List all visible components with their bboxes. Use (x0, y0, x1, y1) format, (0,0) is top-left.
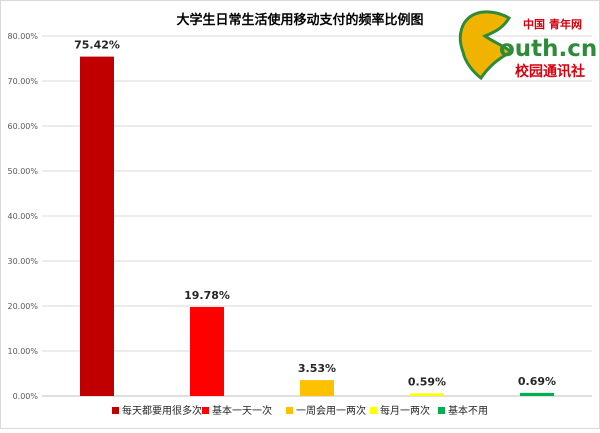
data-label-2: 19.78% (184, 289, 230, 302)
data-label-3: 3.53% (298, 362, 336, 375)
y-tick-label: 50.00% (7, 167, 38, 176)
logo-youth-net-text: 青年网 (549, 17, 582, 31)
legend: 每天都要用很多次 基本一天一次 一周会用一两次 每月一两次 基本不用 (112, 404, 488, 417)
legend-label-1: 每天都要用很多次 (122, 404, 202, 417)
data-label-4: 0.59% (408, 375, 446, 388)
legend-label-2: 基本一天一次 (212, 404, 272, 417)
legend-label-5: 基本不用 (448, 404, 488, 417)
youth-cn-logo: 中国 青年网 outh.cn 校园通讯社 (458, 10, 597, 81)
data-labels: 75.42% 19.78% 3.53% 0.59% 0.69% (74, 39, 556, 389)
y-tick-label: 40.00% (7, 212, 38, 221)
legend-label-3: 一周会用一两次 (296, 404, 366, 417)
data-label-5: 0.69% (518, 375, 556, 388)
legend-swatch-2 (202, 407, 209, 414)
logo-domain-text: outh.cn (499, 36, 597, 62)
bar-3 (300, 380, 334, 396)
logo-china-text: 中国 (523, 17, 545, 31)
bar-5 (520, 392, 554, 396)
y-tick-label: 20.00% (7, 302, 38, 311)
bar-1 (80, 56, 114, 397)
ginkgo-leaf-icon (458, 10, 514, 81)
y-tick-label: 70.00% (7, 77, 38, 86)
y-tick-label: 10.00% (7, 347, 38, 356)
legend-swatch-1 (112, 407, 119, 414)
y-tick-label: 0.00% (13, 392, 39, 401)
bars (80, 56, 554, 397)
legend-label-4: 每月一两次 (380, 404, 430, 417)
y-tick-label: 30.00% (7, 257, 38, 266)
y-axis-ticks: 0.00% 10.00% 20.00% 30.00% 40.00% 50.00% 60.00… (7, 32, 38, 401)
y-tick-label: 80.00% (7, 32, 38, 41)
chart-title: 大学生日常生活使用移动支付的频率比例图 (176, 12, 423, 28)
legend-swatch-4 (370, 407, 377, 414)
data-label-1: 75.42% (74, 39, 120, 52)
logo-campus-text: 校园通讯社 (515, 63, 585, 80)
legend-swatch-5 (438, 407, 445, 414)
bar-4 (410, 393, 444, 396)
legend-swatch-3 (286, 407, 293, 414)
bar-2 (190, 306, 224, 396)
gridlines (42, 35, 592, 397)
y-tick-label: 60.00% (7, 122, 38, 131)
